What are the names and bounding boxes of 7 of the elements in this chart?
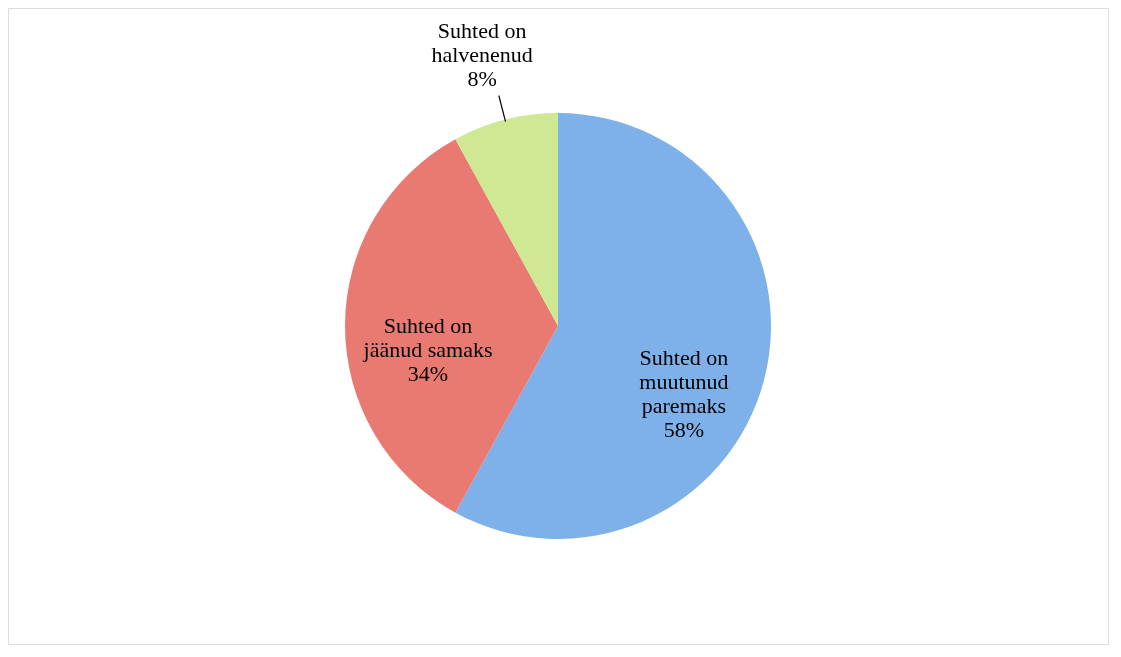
data-label: 8%	[467, 65, 497, 91]
pie-slice	[345, 139, 558, 513]
slice-label: Suhted on muutunud paremaks	[639, 345, 729, 419]
slice-label: Suhted on halvenenud	[431, 17, 533, 67]
data-label: 58%	[663, 417, 705, 443]
slice-label: Suhted on jäänud samaks	[362, 313, 493, 362]
data-label: 34%	[407, 361, 449, 386]
